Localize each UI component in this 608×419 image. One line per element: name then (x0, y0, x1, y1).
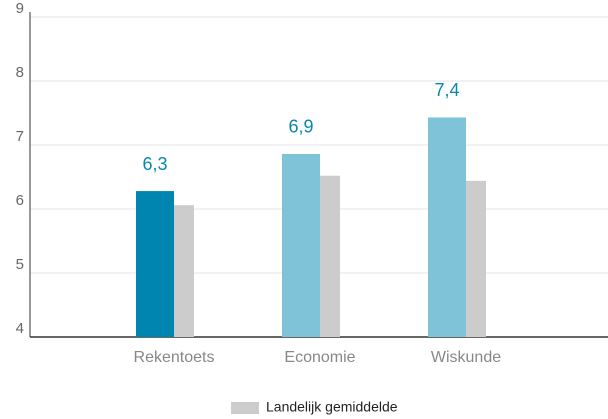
x-tick-label: Rekentoets (134, 349, 215, 366)
y-tick-label: 4 (16, 320, 24, 337)
legend-swatch (231, 402, 259, 414)
bar (174, 205, 194, 337)
value-label: 7,4 (434, 80, 459, 100)
value-label: 6,3 (142, 154, 167, 174)
y-tick-label: 5 (16, 256, 24, 273)
value-label: 6,9 (288, 117, 313, 137)
bar (466, 180, 486, 337)
y-tick-label: 9 (16, 0, 24, 17)
x-tick-label: Economie (284, 349, 355, 366)
bar (136, 191, 174, 337)
bar (428, 117, 466, 337)
y-tick-label: 8 (16, 64, 24, 81)
bar (320, 175, 340, 337)
bar (282, 153, 320, 337)
legend-label: Landelijk gemiddelde (266, 399, 398, 415)
y-tick-label: 7 (16, 128, 24, 145)
x-tick-label: Wiskunde (431, 349, 501, 366)
y-tick-label: 6 (16, 192, 24, 209)
